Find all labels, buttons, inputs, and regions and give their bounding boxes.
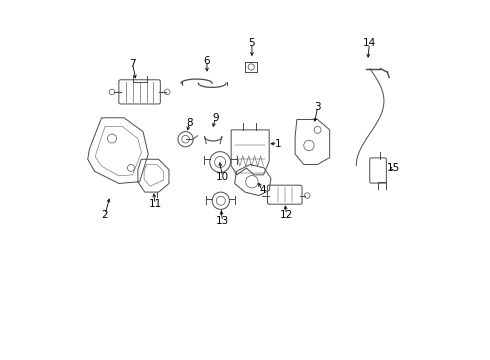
- Text: 14: 14: [363, 39, 376, 49]
- Text: 8: 8: [186, 118, 193, 128]
- Text: 10: 10: [216, 172, 229, 181]
- Text: 9: 9: [212, 113, 219, 123]
- Text: 13: 13: [216, 216, 229, 226]
- Text: 1: 1: [274, 139, 281, 149]
- Text: 15: 15: [387, 163, 400, 173]
- Text: 7: 7: [129, 59, 136, 69]
- Text: 5: 5: [248, 39, 255, 49]
- Text: 11: 11: [148, 199, 162, 209]
- Text: 2: 2: [102, 210, 108, 220]
- Text: 12: 12: [280, 210, 293, 220]
- Text: 6: 6: [204, 56, 210, 66]
- Text: 3: 3: [314, 103, 321, 112]
- Text: 4: 4: [259, 185, 266, 195]
